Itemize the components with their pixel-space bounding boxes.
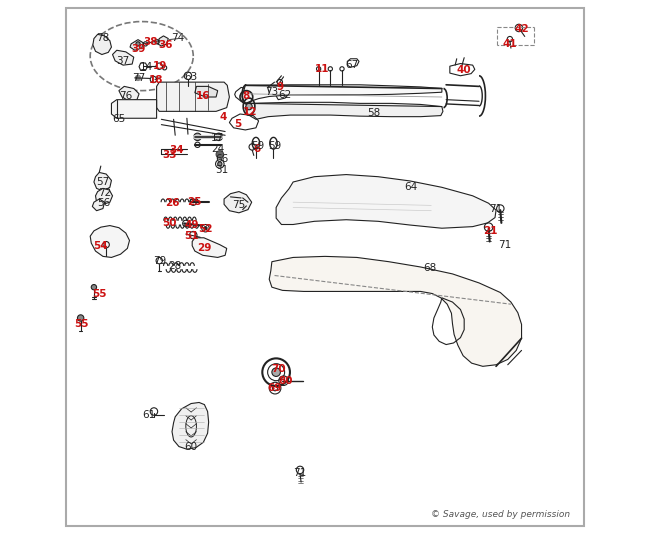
Text: 6: 6 (254, 144, 261, 154)
Text: 37: 37 (116, 56, 130, 66)
Text: 74: 74 (171, 33, 184, 43)
Text: 71: 71 (489, 203, 502, 214)
Polygon shape (94, 172, 111, 191)
Text: 65: 65 (112, 114, 125, 124)
Polygon shape (269, 256, 521, 366)
Text: 68: 68 (424, 263, 437, 273)
Text: 67: 67 (345, 60, 358, 70)
Text: 39: 39 (131, 44, 145, 54)
Text: 16: 16 (196, 91, 210, 101)
Text: 50: 50 (162, 218, 177, 229)
Text: 60: 60 (185, 442, 198, 452)
Text: 52: 52 (198, 224, 213, 234)
Text: 75: 75 (232, 200, 246, 210)
Text: 14: 14 (139, 62, 153, 72)
Text: 26: 26 (164, 198, 179, 208)
Text: 12: 12 (242, 107, 257, 117)
Circle shape (135, 75, 140, 81)
Text: 33: 33 (162, 151, 177, 160)
Polygon shape (245, 103, 443, 119)
Polygon shape (242, 85, 442, 104)
Text: 72: 72 (98, 187, 111, 198)
Text: 66: 66 (214, 154, 228, 164)
Text: 49: 49 (185, 219, 200, 230)
Text: 51: 51 (184, 231, 198, 241)
Text: 17: 17 (211, 134, 224, 144)
Polygon shape (276, 175, 496, 228)
Circle shape (194, 133, 202, 140)
Text: 57: 57 (96, 177, 110, 187)
Polygon shape (93, 34, 111, 54)
Text: 40: 40 (457, 66, 471, 75)
Circle shape (218, 162, 222, 166)
Circle shape (204, 226, 207, 230)
Text: 59: 59 (268, 142, 281, 152)
Polygon shape (112, 50, 134, 65)
Text: 24: 24 (211, 144, 224, 154)
Text: 9: 9 (276, 82, 283, 92)
Text: 71: 71 (498, 240, 511, 250)
Text: 76: 76 (119, 91, 133, 101)
Text: 79: 79 (153, 256, 166, 265)
Polygon shape (130, 40, 143, 50)
Text: 4: 4 (219, 112, 227, 122)
Text: 41: 41 (502, 39, 517, 49)
Text: 42: 42 (514, 24, 529, 34)
Circle shape (216, 151, 224, 158)
Polygon shape (157, 82, 229, 112)
Text: 55: 55 (75, 319, 89, 329)
Text: 62: 62 (279, 90, 292, 100)
Text: 73: 73 (265, 87, 278, 97)
Polygon shape (90, 225, 129, 257)
Polygon shape (92, 199, 105, 211)
Text: 21: 21 (484, 226, 498, 236)
Circle shape (215, 133, 222, 140)
Text: 78: 78 (96, 33, 110, 43)
Text: 36: 36 (158, 41, 172, 51)
Text: 18: 18 (149, 75, 163, 85)
Text: 80: 80 (278, 376, 292, 386)
Text: 61: 61 (142, 410, 155, 420)
Circle shape (272, 368, 280, 376)
Text: 55: 55 (92, 288, 107, 299)
Text: 63: 63 (185, 72, 198, 82)
Text: 77: 77 (133, 73, 146, 83)
Text: 5: 5 (234, 119, 241, 129)
Polygon shape (119, 87, 139, 101)
Circle shape (77, 315, 84, 321)
Text: 70: 70 (271, 364, 285, 374)
Text: 19: 19 (153, 61, 168, 71)
Text: 31: 31 (214, 165, 228, 175)
Polygon shape (111, 100, 157, 118)
Text: 34: 34 (169, 145, 183, 155)
Text: 28: 28 (168, 261, 181, 271)
Text: 71: 71 (293, 468, 307, 478)
Polygon shape (224, 192, 252, 213)
Text: 8: 8 (242, 91, 250, 101)
Text: 29: 29 (197, 244, 211, 254)
Text: 58: 58 (367, 108, 380, 118)
Polygon shape (195, 87, 218, 97)
Text: 54: 54 (94, 241, 108, 251)
Circle shape (91, 285, 97, 290)
Text: 38: 38 (144, 37, 158, 48)
Text: 11: 11 (315, 64, 330, 74)
Circle shape (136, 42, 140, 46)
Text: 64: 64 (404, 182, 418, 192)
Polygon shape (172, 403, 209, 449)
Text: 59: 59 (251, 142, 264, 152)
Text: 56: 56 (97, 198, 110, 208)
Text: 25: 25 (188, 197, 202, 207)
Polygon shape (96, 189, 112, 205)
Text: 69: 69 (267, 383, 281, 393)
Polygon shape (192, 238, 227, 257)
Polygon shape (158, 36, 168, 46)
Text: © Savage, used by permission: © Savage, used by permission (432, 511, 571, 520)
Circle shape (246, 104, 252, 110)
